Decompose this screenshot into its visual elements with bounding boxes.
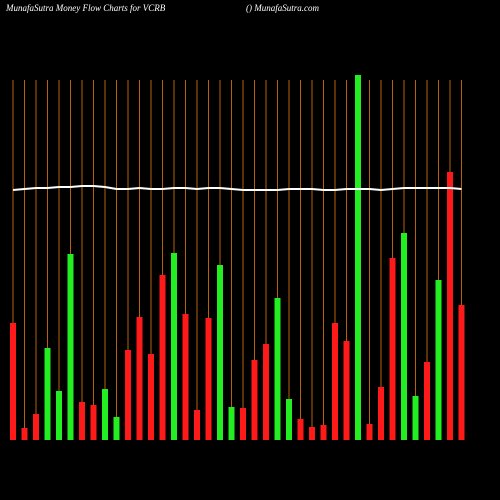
bar [44, 348, 51, 440]
bar [263, 344, 269, 440]
bar [389, 258, 396, 440]
bar [228, 407, 235, 440]
bar [148, 354, 154, 440]
bar [102, 389, 108, 440]
bar [171, 253, 177, 440]
bar [297, 419, 304, 440]
bar [240, 408, 246, 440]
bar [447, 172, 453, 440]
bar [332, 323, 338, 440]
bar [21, 428, 28, 440]
chart-title: MunafaSutra Money Flow Charts for VCRB [5, 3, 166, 13]
bar [90, 405, 97, 440]
bar [412, 396, 419, 440]
bar [401, 233, 407, 440]
bar [79, 402, 85, 440]
bar [355, 75, 361, 440]
bar [125, 350, 131, 440]
bar [435, 280, 442, 440]
bar [136, 317, 143, 440]
bar [309, 427, 315, 440]
bar [366, 424, 373, 440]
bar [343, 341, 350, 440]
chart-subtitle: () MunafaSutra.com [246, 3, 319, 13]
bar [320, 425, 327, 440]
money-flow-line [12, 185, 462, 192]
bar [251, 360, 258, 440]
bar [205, 318, 212, 440]
bar [10, 323, 16, 440]
bar [194, 410, 200, 440]
bar [67, 254, 74, 440]
bar [274, 298, 281, 440]
bar [182, 314, 189, 440]
bar [458, 305, 465, 440]
bar [217, 265, 223, 440]
bar [424, 362, 430, 440]
bar [56, 391, 62, 440]
bar [159, 275, 166, 440]
bar [378, 387, 384, 440]
bar [33, 414, 39, 440]
bar [113, 417, 120, 440]
bar [286, 399, 292, 440]
